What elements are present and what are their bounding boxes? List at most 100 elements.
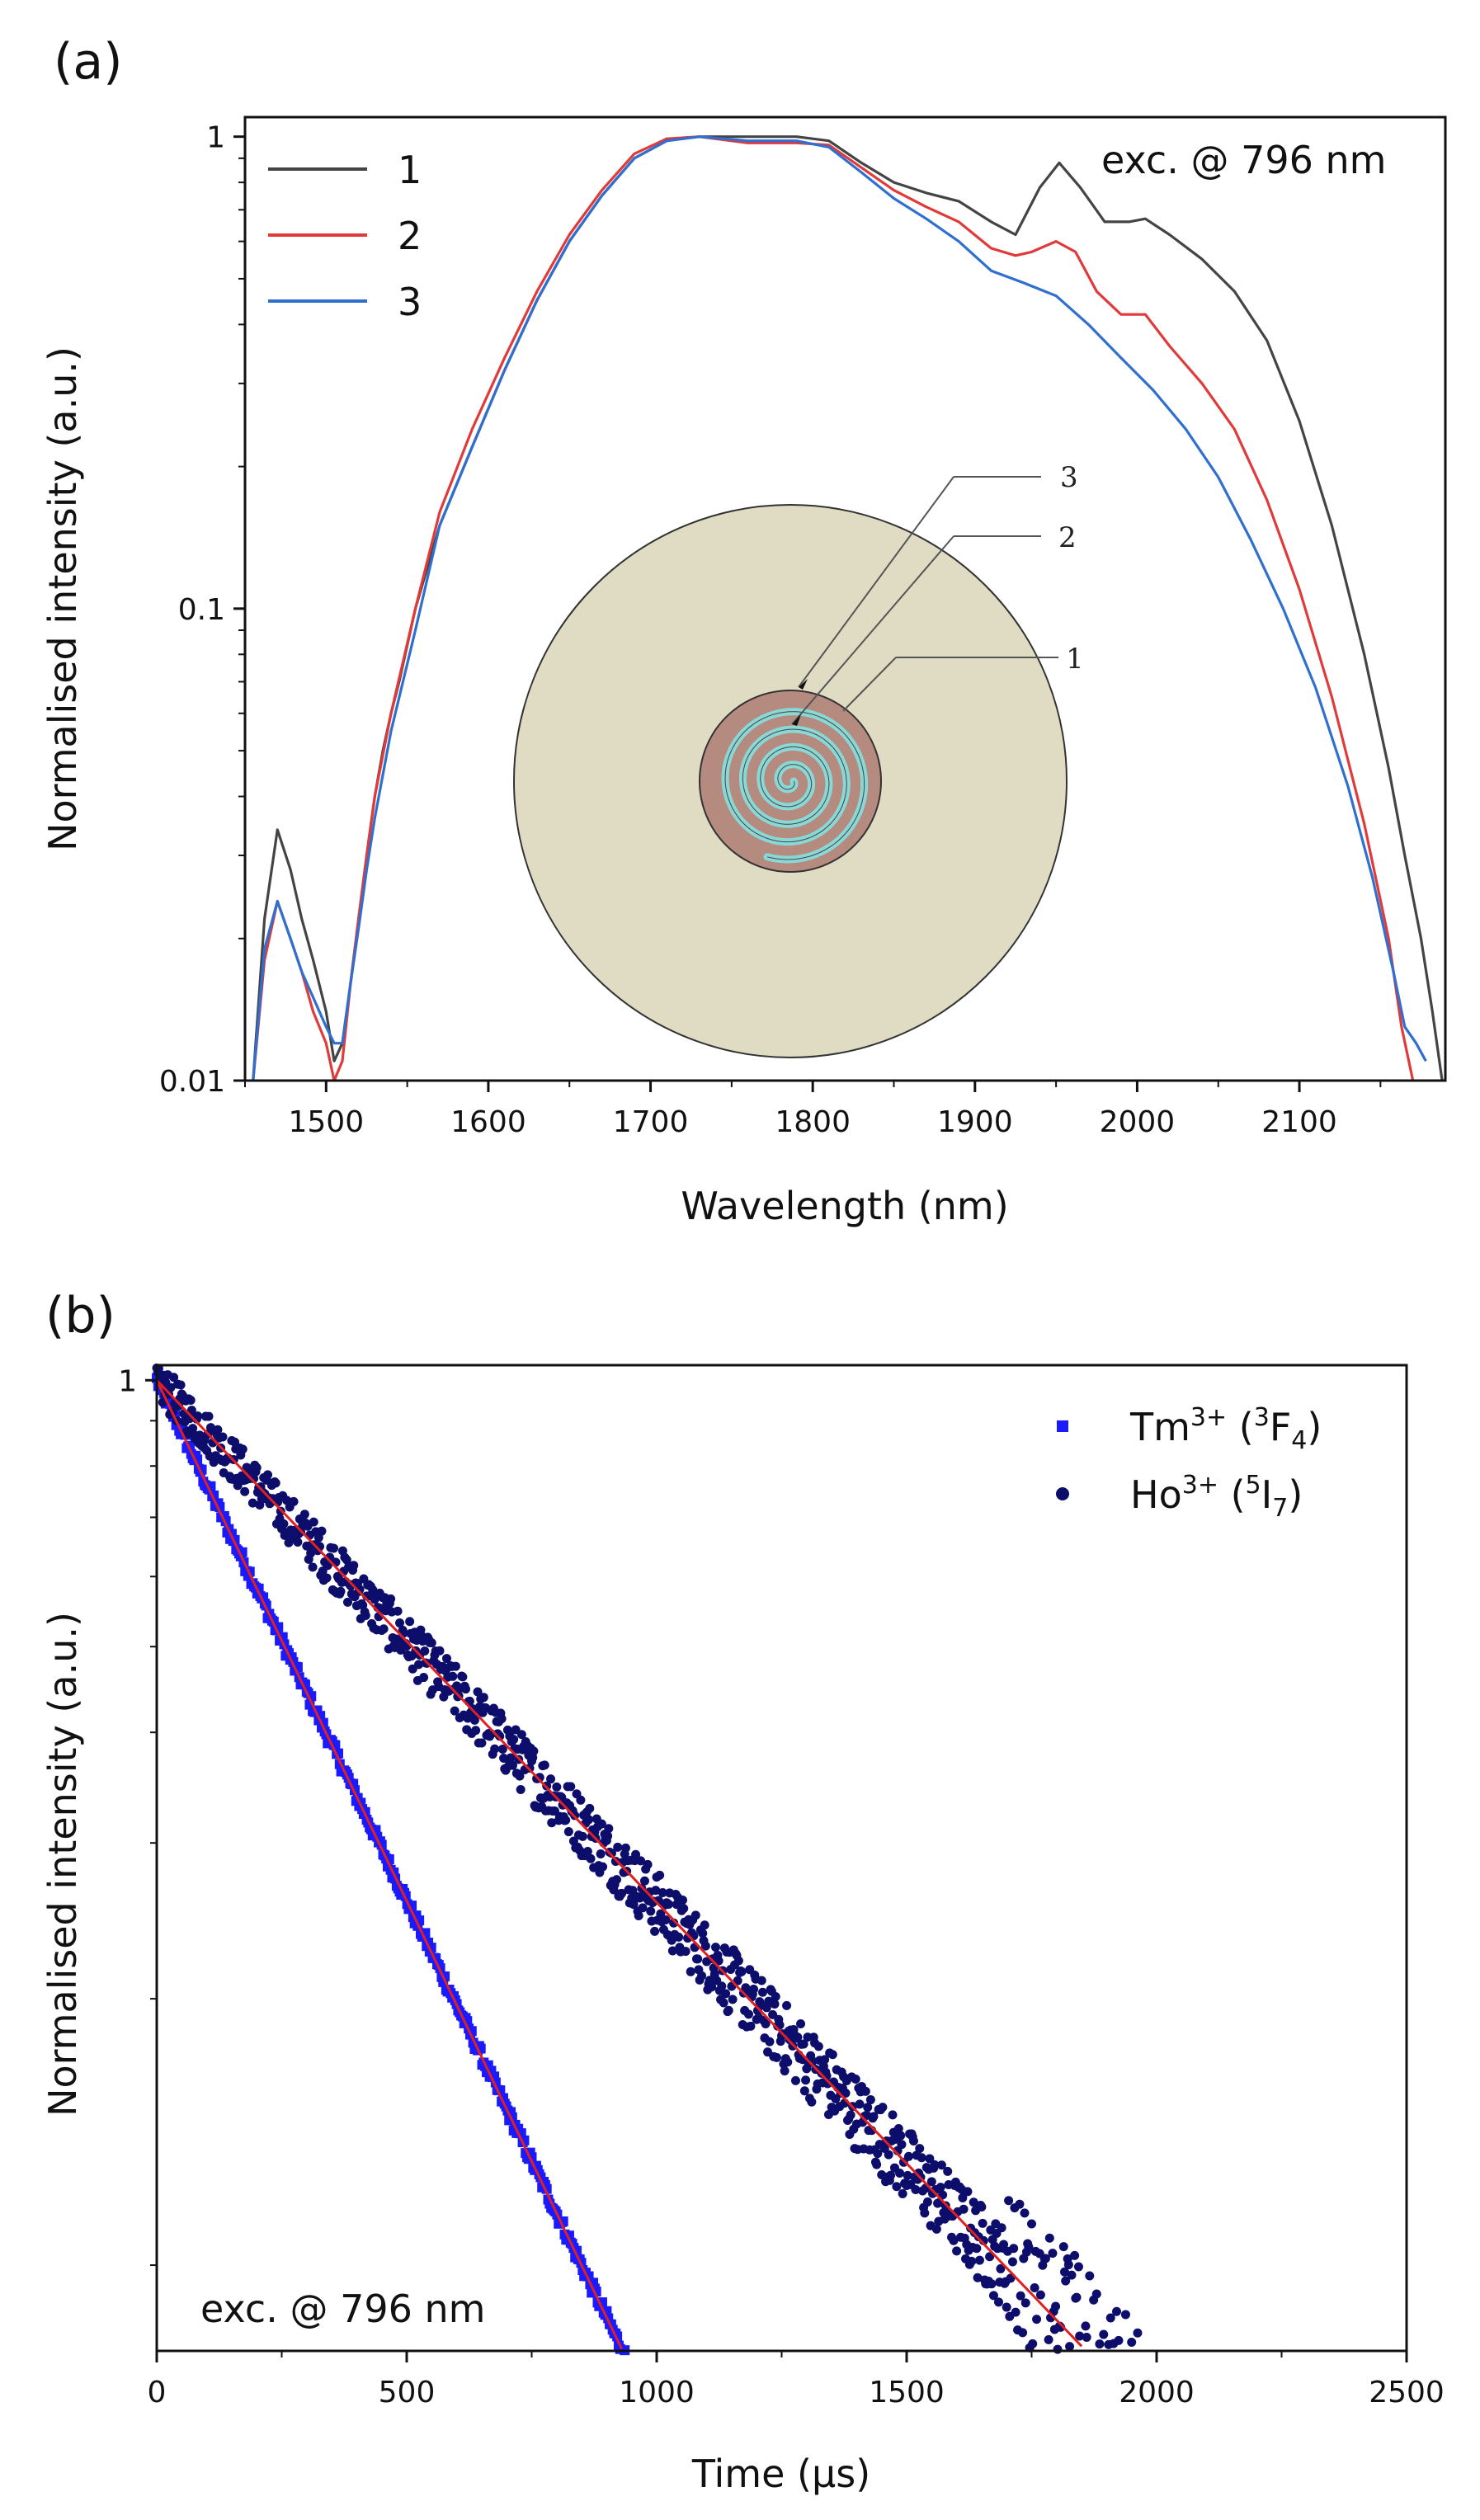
- data-point-ho: [1009, 2244, 1019, 2254]
- data-point-ho: [936, 2183, 945, 2193]
- data-point-ho: [1004, 2196, 1014, 2206]
- data-point-ho: [636, 1856, 646, 1866]
- data-point-ho: [655, 1870, 665, 1880]
- data-point-ho: [958, 2193, 968, 2202]
- data-point-ho: [478, 1693, 488, 1703]
- data-point-ho: [1095, 2339, 1105, 2349]
- data-point-ho: [651, 1886, 661, 1896]
- data-point-ho: [765, 2037, 775, 2047]
- x-tick-label: 500: [379, 2376, 436, 2409]
- data-point-ho: [1051, 2301, 1061, 2311]
- data-point-ho: [737, 1967, 747, 1976]
- data-point-ho: [1085, 2271, 1095, 2281]
- data-point-ho: [582, 1847, 592, 1857]
- data-point-ho: [711, 1943, 721, 1952]
- x-tick-label: 2500: [1369, 2376, 1445, 2409]
- data-point-ho: [631, 1849, 641, 1859]
- data-point-ho: [166, 1382, 176, 1392]
- data-point-ho: [427, 1638, 436, 1648]
- data-point-ho: [395, 1618, 405, 1628]
- data-point-ho: [841, 2088, 851, 2098]
- data-point-ho: [1072, 2292, 1082, 2302]
- fit-line-tm: [155, 1379, 623, 2350]
- data-point-ho: [999, 2240, 1009, 2249]
- data-point-ho: [240, 1486, 250, 1496]
- data-point-ho: [342, 1597, 352, 1607]
- data-point-ho: [796, 2019, 806, 2029]
- data-point-ho: [469, 1715, 479, 1725]
- y-tick-label: 1: [206, 121, 225, 155]
- data-point-ho: [174, 1401, 184, 1411]
- data-point-ho: [1020, 2298, 1030, 2308]
- data-point-ho: [681, 1947, 691, 1957]
- data-point-ho: [978, 2218, 987, 2228]
- data-point-ho: [495, 1731, 505, 1741]
- y-tick-label: 0.1: [178, 593, 225, 627]
- x-tick-label: 1600: [450, 1105, 526, 1139]
- data-point-ho: [897, 2140, 907, 2150]
- y-tick-label: 1: [118, 1364, 137, 1398]
- data-point-ho: [186, 1406, 196, 1415]
- data-point-ho: [1044, 2233, 1054, 2243]
- data-point-ho: [925, 2154, 935, 2164]
- data-point-ho: [361, 1610, 370, 1620]
- data-point-ho: [860, 2086, 870, 2096]
- data-point-ho: [309, 1517, 318, 1527]
- series-ho: [152, 1364, 1143, 2354]
- legend-marker-tm: [1057, 1420, 1068, 1432]
- data-point-ho: [733, 1956, 743, 1966]
- panel-a-frame: [243, 115, 1447, 1082]
- data-point-ho: [967, 2256, 977, 2266]
- x-tick-label: 1500: [288, 1105, 364, 1139]
- data-point-ho: [1028, 2339, 1038, 2348]
- data-point-ho: [638, 1903, 648, 1913]
- data-point-ho: [1114, 2335, 1124, 2345]
- data-point-ho: [799, 2086, 809, 2096]
- data-point-ho: [996, 2263, 1006, 2273]
- data-point-ho: [691, 1910, 700, 1920]
- data-point-ho: [988, 2291, 998, 2301]
- data-point-ho: [497, 1714, 507, 1724]
- data-point-ho: [1035, 2290, 1045, 2300]
- data-point-ho: [477, 1738, 487, 1748]
- data-point-ho: [586, 1853, 596, 1863]
- legend-label-3: 3: [398, 280, 422, 324]
- data-point-ho: [435, 1646, 445, 1656]
- leader-line-3-diag: [798, 476, 954, 688]
- data-point-ho: [405, 1617, 415, 1627]
- data-point-ho: [931, 2224, 941, 2234]
- leader-line-1-diag: [842, 657, 897, 712]
- data-point-ho: [972, 2244, 982, 2254]
- panel-a: (a) 1500 1600 1700 1800 1900 2000 2100 0.01 0.1…: [40, 33, 1447, 1228]
- data-point-ho: [974, 2255, 984, 2265]
- inset-label-3: 3: [1060, 461, 1078, 494]
- data-point-ho: [233, 1481, 243, 1491]
- data-point-ho: [915, 2144, 925, 2154]
- data-point-ho: [448, 1671, 458, 1681]
- data-point-ho: [414, 1660, 424, 1670]
- data-point-ho: [969, 2197, 978, 2207]
- x-tick-label: 0: [148, 2376, 167, 2409]
- data-point-ho: [186, 1395, 196, 1405]
- data-point-ho: [783, 2057, 793, 2067]
- data-point-ho: [757, 1987, 767, 1997]
- data-point-ho: [516, 1730, 526, 1740]
- data-point-ho: [596, 1819, 606, 1829]
- data-point-ho: [943, 2166, 953, 2176]
- data-point-ho: [855, 2099, 865, 2109]
- data-point-ho: [895, 2168, 905, 2178]
- data-point-ho: [1082, 2333, 1091, 2343]
- data-point-ho: [1061, 2276, 1071, 2286]
- data-point-ho: [629, 1900, 639, 1910]
- data-point-ho: [598, 1862, 608, 1872]
- data-point-ho: [1048, 2249, 1058, 2259]
- legend-label-2: 2: [398, 214, 422, 258]
- data-point-ho: [1020, 2208, 1030, 2218]
- data-point-ho: [535, 1773, 544, 1783]
- data-point-ho: [1073, 2262, 1083, 2272]
- data-point-ho: [1091, 2289, 1101, 2299]
- data-point-ho: [869, 2112, 879, 2122]
- data-point-ho: [540, 1760, 549, 1770]
- data-point-ho: [1059, 2267, 1069, 2277]
- data-point-ho: [793, 2032, 803, 2042]
